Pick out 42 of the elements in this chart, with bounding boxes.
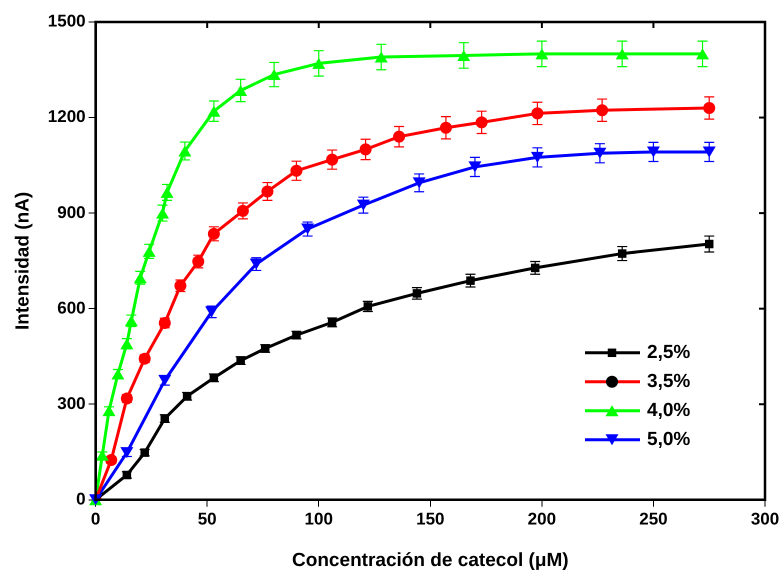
point xyxy=(234,84,248,96)
point xyxy=(646,146,660,158)
x-tick-label: 50 xyxy=(198,510,217,529)
point xyxy=(290,164,302,177)
y-tick-label: 300 xyxy=(57,394,86,413)
x-tick-label: 100 xyxy=(304,510,333,529)
point xyxy=(261,185,274,198)
point xyxy=(178,146,192,157)
y-tick-label: 600 xyxy=(57,298,86,318)
point xyxy=(531,107,544,120)
legend-label: 3,5% xyxy=(647,371,690,392)
point xyxy=(696,48,710,60)
point xyxy=(596,104,608,116)
point xyxy=(312,58,326,69)
point xyxy=(616,48,629,60)
x-tick-label: 300 xyxy=(750,510,780,529)
y-tick-label: 1200 xyxy=(48,107,86,126)
point xyxy=(468,161,482,172)
point xyxy=(535,48,548,60)
point xyxy=(412,177,426,188)
x-tick-label: 150 xyxy=(416,510,444,529)
legend-label: 5,0% xyxy=(647,429,690,450)
point xyxy=(105,454,118,466)
x-tick-label: 250 xyxy=(639,510,668,529)
x-axis-title: Concentración de catecol (μM) xyxy=(292,550,569,571)
y-tick-label: 1500 xyxy=(48,12,86,31)
point xyxy=(207,106,220,117)
point xyxy=(530,152,544,163)
point xyxy=(593,148,606,159)
point xyxy=(374,52,388,63)
x-tick-label: 200 xyxy=(528,510,556,529)
point xyxy=(440,122,452,134)
point xyxy=(702,146,716,158)
legend-label: 2,5% xyxy=(647,342,690,364)
point xyxy=(457,50,470,61)
x-tick-label: 0 xyxy=(90,510,100,529)
y-tick-label: 0 xyxy=(76,489,86,508)
point xyxy=(393,130,406,143)
y-tick-label: 900 xyxy=(57,202,86,222)
y-axis-title: Intensidad (nA) xyxy=(12,192,34,330)
point xyxy=(268,69,281,80)
legend-label: 4,0% xyxy=(647,400,690,422)
